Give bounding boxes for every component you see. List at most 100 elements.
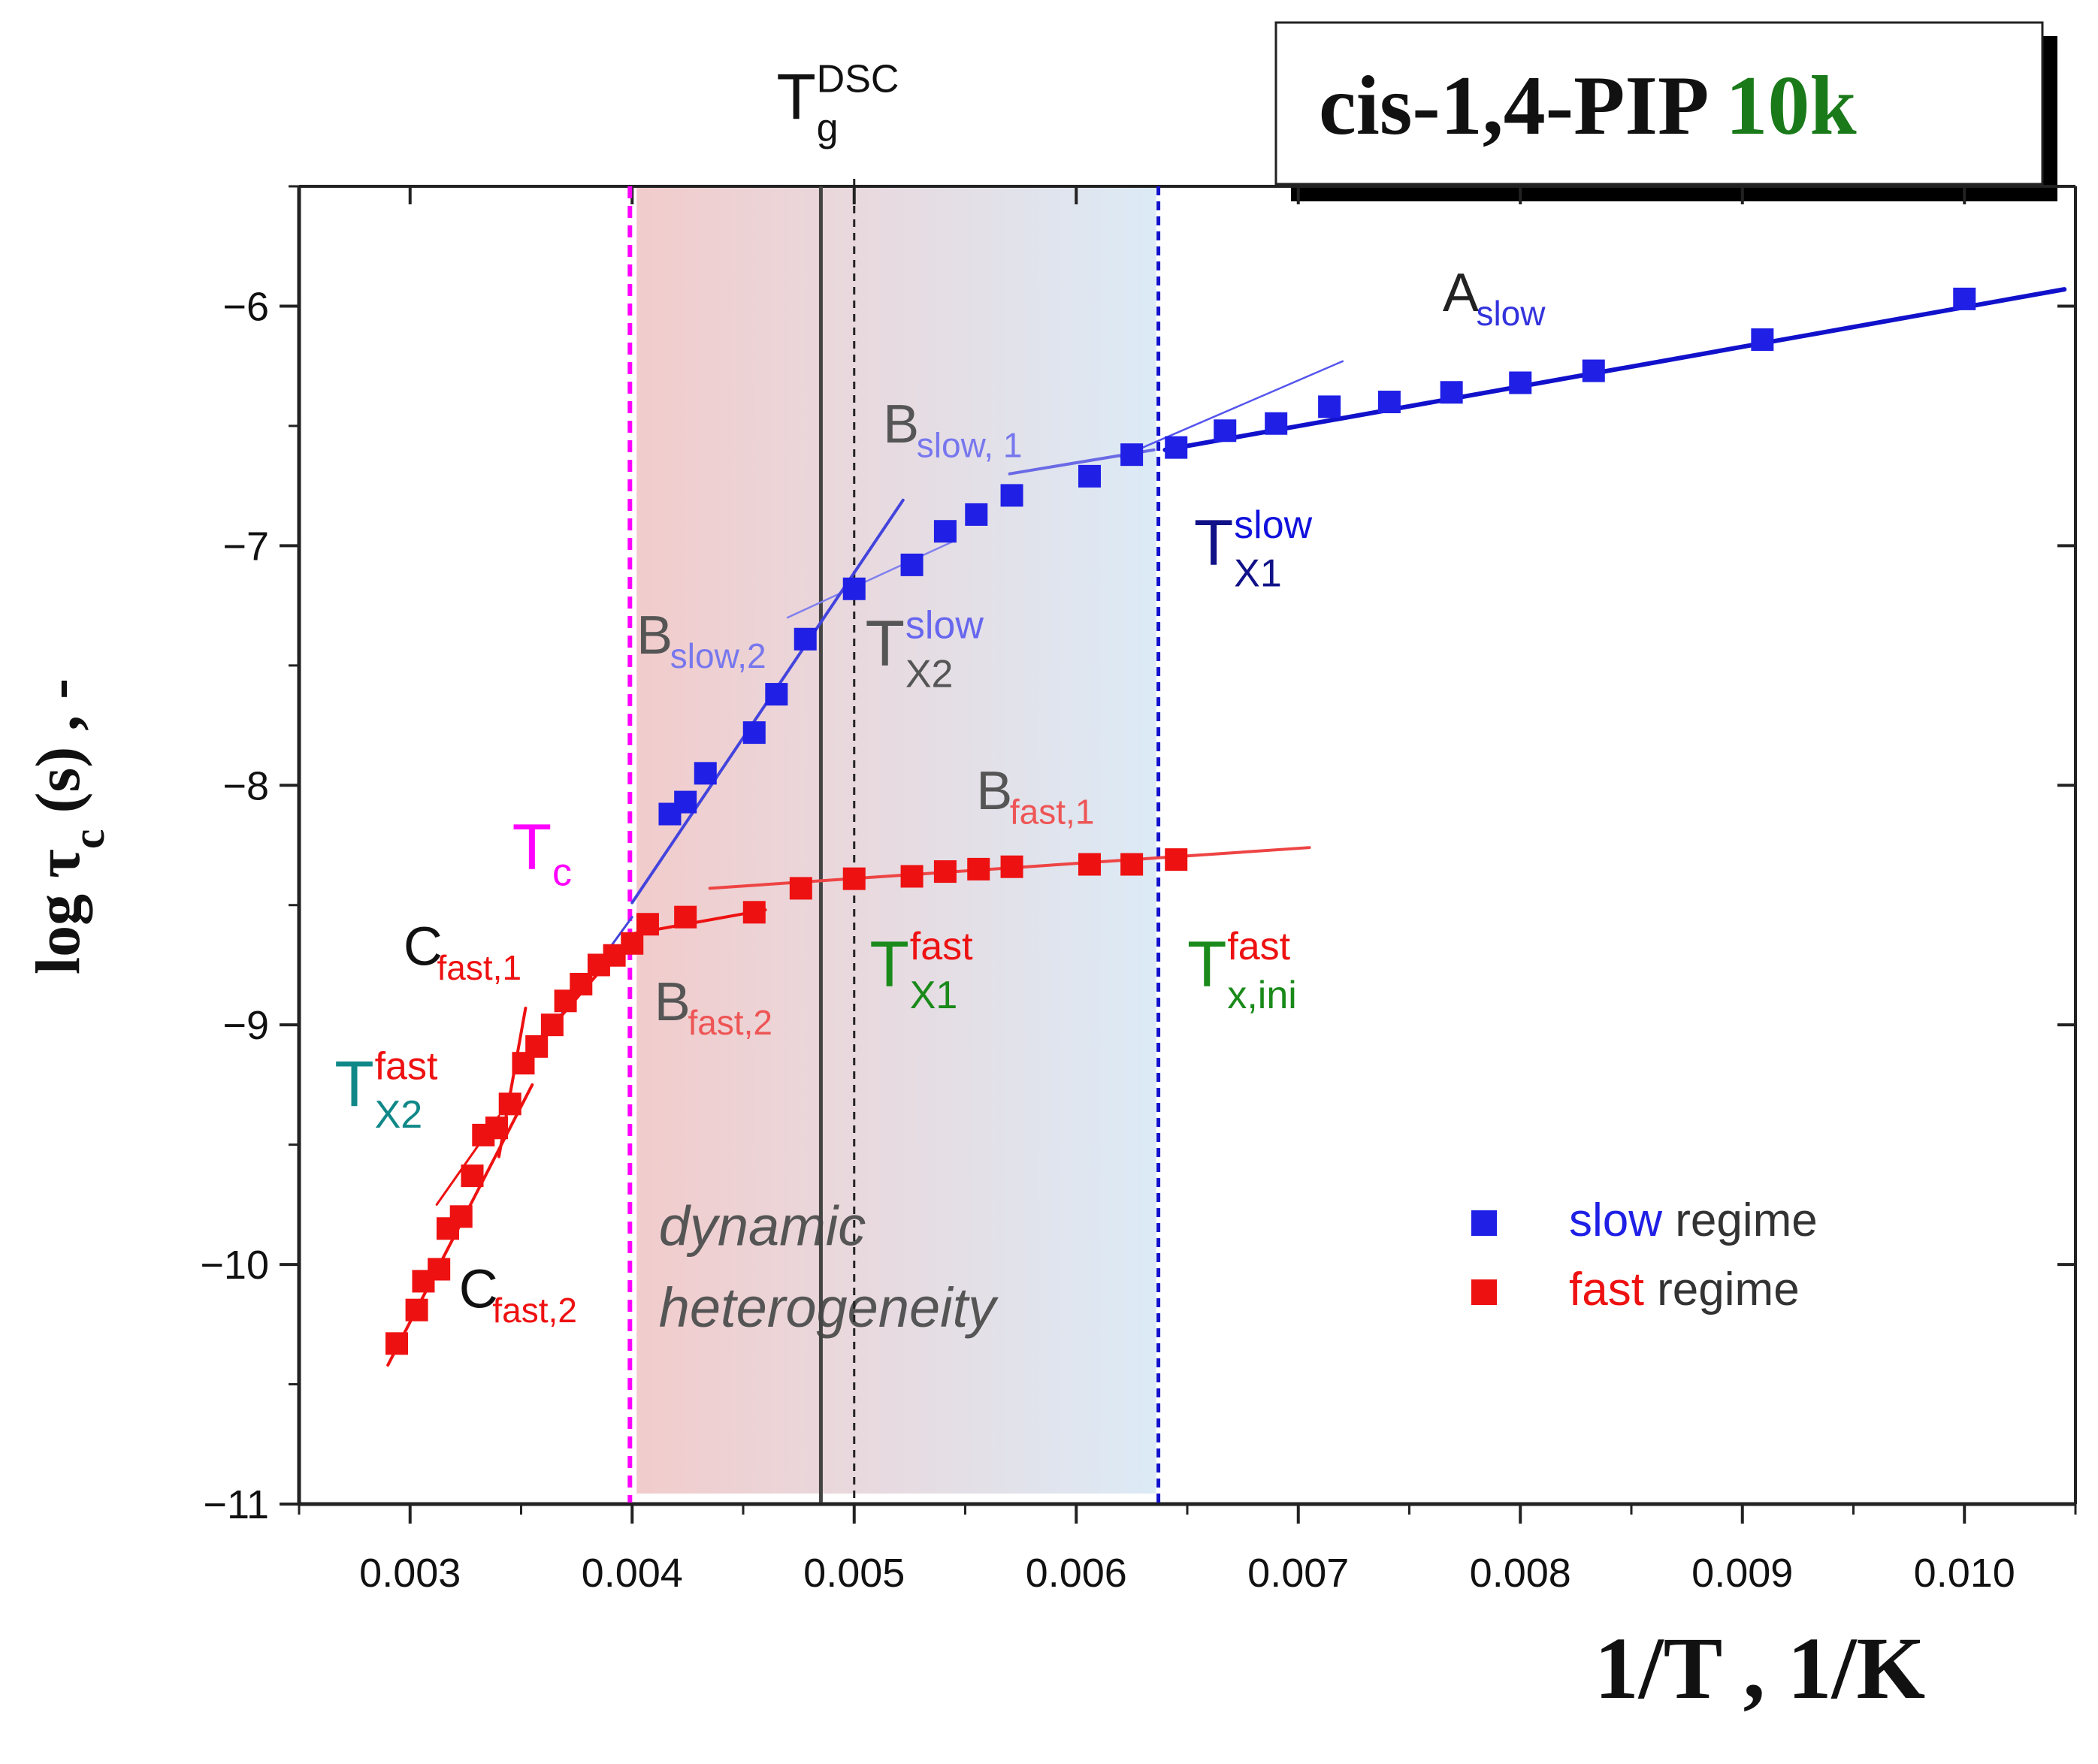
fast-point: [540, 1013, 564, 1037]
fast-point: [621, 932, 644, 955]
title-box: cis-1,4-PIP 10k: [1274, 21, 2057, 201]
fast-point: [405, 1298, 428, 1321]
annotation-sub: slow, 1: [917, 426, 1023, 465]
slow-point: [694, 762, 717, 785]
annotation-main: B: [636, 606, 673, 666]
slow-point: [965, 503, 988, 526]
fast-point: [570, 972, 593, 995]
annotation-sup: slow: [905, 604, 984, 648]
annotation-sub: X2: [905, 652, 954, 696]
annotation-sub: fast,1: [437, 948, 522, 987]
annotation-main: B: [976, 761, 1012, 821]
x-tick-label: 0.003: [359, 1551, 461, 1596]
fast-point: [674, 905, 697, 929]
fast-point: [525, 1035, 549, 1058]
legend: slow regime fast regime: [1471, 1195, 1818, 1315]
slow-point: [1120, 443, 1144, 467]
data-points: [385, 287, 1976, 1355]
annotation-sub: slow: [1476, 294, 1546, 333]
x-tick-label: 0.007: [1247, 1551, 1349, 1596]
slow-point: [742, 721, 766, 745]
annotation-main: T: [776, 62, 816, 134]
x-tick-label: 0.004: [582, 1551, 683, 1596]
x-tick-label: 0.008: [1470, 1551, 1571, 1596]
annotation-sub: c: [552, 851, 572, 895]
legend-item-slow: slow regime: [1471, 1195, 1818, 1246]
slow-point: [900, 553, 924, 576]
legend-item-fast: fast regime: [1471, 1264, 1800, 1315]
fast-point: [742, 901, 766, 924]
annotation-main: T: [866, 608, 905, 680]
annotation-sup: fast: [1227, 925, 1290, 968]
annotation-sup: fast: [375, 1044, 438, 1088]
annotation-sup: DSC: [817, 58, 899, 101]
slow-point: [1165, 436, 1188, 459]
legend-series-name: fast: [1569, 1264, 1644, 1315]
slow-point: [933, 520, 957, 543]
fast-point: [461, 1164, 484, 1188]
annotation-sub: x,ini: [1227, 974, 1296, 1017]
annotation-main: T: [869, 929, 909, 1001]
legend-suffix: regime: [1662, 1195, 1818, 1246]
annotation-sub: X2: [375, 1093, 423, 1137]
fast-point: [1000, 855, 1023, 878]
fast-point: [1078, 853, 1101, 876]
x-tick-label: 0.010: [1914, 1551, 2015, 1596]
y-label-prefix: log: [23, 878, 93, 974]
fast-point: [428, 1258, 451, 1281]
vertical-markers: [627, 179, 1161, 1503]
y-axis-label: log τc (s) , -: [23, 678, 113, 974]
slow-point: [1000, 484, 1023, 507]
y-tick-label: −6: [222, 284, 269, 329]
y-label-sub: c: [64, 829, 113, 849]
y-tick-label: −10: [200, 1243, 269, 1288]
annotation-main: T: [1187, 929, 1227, 1001]
fast-point: [485, 1116, 508, 1140]
title-text: cis-1,4-PIP 10k: [1319, 59, 1857, 153]
annotation-sub: X1: [1234, 551, 1282, 595]
fast-point: [842, 867, 866, 890]
legend-swatch: [1471, 1210, 1497, 1236]
fast-point: [967, 857, 990, 880]
legend-series-name: slow: [1569, 1195, 1662, 1246]
fast-point: [498, 1092, 521, 1116]
slow-point: [1953, 287, 1976, 310]
fast-point: [1165, 848, 1188, 871]
fast-point: [636, 913, 659, 936]
y-label-suffix: (s) , -: [23, 678, 93, 829]
fast-point: [933, 860, 957, 884]
region-fill: [636, 186, 1156, 1494]
y-tick-label: −7: [222, 524, 269, 569]
annotation-sub: slow,2: [670, 636, 766, 675]
annotation-main: T: [334, 1049, 374, 1121]
region-label-line2: heterogeneity: [659, 1276, 999, 1339]
annotation-sub: fast,1: [1010, 792, 1095, 831]
slow-point: [1377, 391, 1401, 414]
slow-point: [1751, 328, 1774, 352]
annotation-main: A: [1443, 263, 1479, 323]
annotation-sup: fast: [910, 925, 973, 968]
y-tick-label: −8: [222, 763, 269, 808]
slow-point: [1509, 371, 1532, 394]
slow-point: [1265, 412, 1288, 435]
slow-point: [1582, 359, 1605, 382]
legend-swatch: [1471, 1279, 1497, 1305]
slow-point: [1440, 381, 1463, 404]
y-tick-label: −9: [222, 1003, 269, 1048]
annotation-sub: fast,2: [688, 1003, 772, 1042]
axes: 0.003 0.004 0.005 0.006 0.007 0.008 0.009 0.010…: [200, 185, 2077, 1596]
x-tick-label: 0.006: [1026, 1551, 1127, 1596]
fast-point: [449, 1205, 473, 1228]
title-mw: 10k: [1725, 59, 1857, 153]
annotation-main: C: [459, 1259, 498, 1319]
